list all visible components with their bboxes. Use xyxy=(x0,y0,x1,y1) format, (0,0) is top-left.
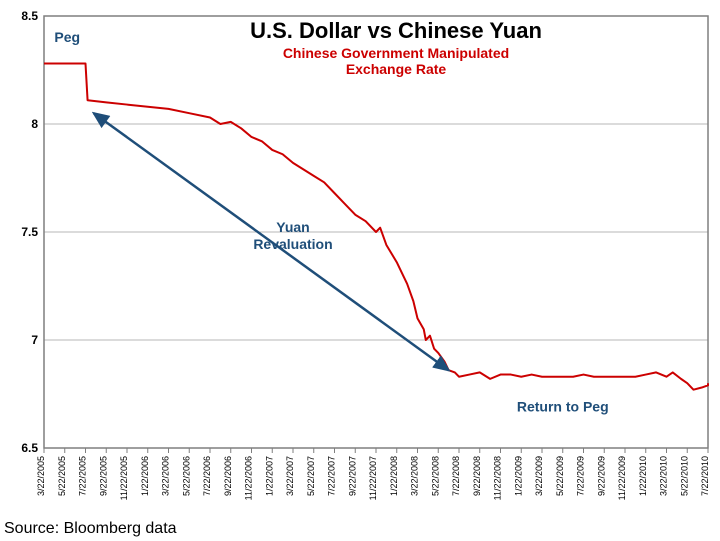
svg-text:Yuan: Yuan xyxy=(276,219,309,235)
svg-text:9/22/2009: 9/22/2009 xyxy=(596,456,606,496)
svg-text:1/22/2006: 1/22/2006 xyxy=(140,456,150,496)
chart-svg: 6.5 7 7.5 8 8.5 3/22/2005 5/22/2005 7/22/2005 9/… xyxy=(0,0,720,516)
svg-text:5/22/2007: 5/22/2007 xyxy=(306,456,316,496)
svg-text:11/22/2009: 11/22/2009 xyxy=(617,456,627,500)
svg-text:8.5: 8.5 xyxy=(21,9,38,23)
svg-text:5/22/2008: 5/22/2008 xyxy=(430,456,440,496)
source-text: Source: Bloomberg data xyxy=(4,520,177,538)
svg-text:9/22/2006: 9/22/2006 xyxy=(223,456,233,496)
svg-text:7/22/2007: 7/22/2007 xyxy=(327,456,337,496)
svg-text:7.5: 7.5 xyxy=(21,225,38,239)
svg-text:Chinese Government Manipulated: Chinese Government Manipulated xyxy=(283,45,509,61)
svg-text:8: 8 xyxy=(31,117,38,131)
svg-text:7/22/2008: 7/22/2008 xyxy=(451,456,461,496)
svg-text:11/22/2006: 11/22/2006 xyxy=(244,456,254,500)
svg-text:U.S. Dollar vs Chinese Yuan: U.S. Dollar vs Chinese Yuan xyxy=(250,18,542,43)
svg-text:3/22/2007: 3/22/2007 xyxy=(285,456,295,496)
svg-text:1/22/2010: 1/22/2010 xyxy=(638,456,648,496)
svg-text:7/22/2009: 7/22/2009 xyxy=(576,456,586,496)
svg-text:3/22/2008: 3/22/2008 xyxy=(410,456,420,496)
svg-text:6.5: 6.5 xyxy=(21,441,38,455)
svg-text:5/22/2005: 5/22/2005 xyxy=(57,456,67,496)
svg-text:Peg: Peg xyxy=(54,29,80,45)
svg-text:7: 7 xyxy=(31,333,38,347)
svg-text:5/22/2010: 5/22/2010 xyxy=(679,456,689,496)
svg-text:5/22/2006: 5/22/2006 xyxy=(181,456,191,496)
svg-text:3/22/2009: 3/22/2009 xyxy=(534,456,544,496)
svg-text:11/22/2005: 11/22/2005 xyxy=(119,456,129,500)
svg-text:3/22/2010: 3/22/2010 xyxy=(659,456,669,496)
svg-text:7/22/2006: 7/22/2006 xyxy=(202,456,212,496)
svg-text:1/22/2009: 1/22/2009 xyxy=(513,456,523,496)
svg-text:11/22/2007: 11/22/2007 xyxy=(368,456,378,500)
svg-text:9/22/2005: 9/22/2005 xyxy=(98,456,108,496)
svg-text:Return to Peg: Return to Peg xyxy=(517,398,609,414)
svg-text:1/22/2007: 1/22/2007 xyxy=(264,456,274,496)
svg-text:5/22/2009: 5/22/2009 xyxy=(555,456,565,496)
svg-text:3/22/2006: 3/22/2006 xyxy=(161,456,171,496)
svg-text:7/22/2005: 7/22/2005 xyxy=(78,456,88,496)
svg-text:9/22/2007: 9/22/2007 xyxy=(347,456,357,496)
chart-container: 6.5 7 7.5 8 8.5 3/22/2005 5/22/2005 7/22/2005 9/… xyxy=(0,0,720,541)
svg-text:1/22/2008: 1/22/2008 xyxy=(389,456,399,496)
svg-text:11/22/2008: 11/22/2008 xyxy=(493,456,503,500)
svg-text:7/22/2010: 7/22/2010 xyxy=(700,456,710,496)
svg-text:3/22/2005: 3/22/2005 xyxy=(36,456,46,496)
svg-text:Exchange Rate: Exchange Rate xyxy=(346,61,447,77)
svg-text:9/22/2008: 9/22/2008 xyxy=(472,456,482,496)
